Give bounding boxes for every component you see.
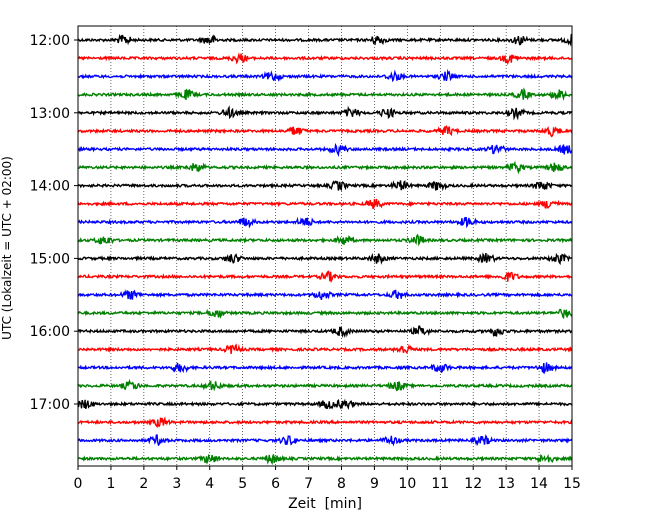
x-tick-label: 0 <box>74 476 83 492</box>
seismogram-trace <box>77 252 573 266</box>
grid-lines <box>110 26 540 466</box>
y-tick-label: 13:00 <box>30 106 70 122</box>
seismogram-trace <box>77 416 573 429</box>
seismogram-trace <box>77 216 573 229</box>
x-tick-label: 5 <box>238 476 247 492</box>
seismogram-trace <box>77 125 573 138</box>
x-tick-label: 10 <box>398 476 416 492</box>
x-axis-label: Zeit [min] <box>288 496 362 512</box>
y-tick-label: 12:00 <box>30 33 70 49</box>
x-tick-label: 15 <box>563 476 581 492</box>
y-tick-label: 14:00 <box>30 179 70 195</box>
x-tick-label: 9 <box>370 476 379 492</box>
seismogram-trace <box>77 398 573 410</box>
seismogram-trace <box>77 289 573 301</box>
seismogram-trace <box>77 233 573 247</box>
seismogram-trace <box>77 325 573 339</box>
x-tick-label: 8 <box>337 476 346 492</box>
y-tick-label: 17:00 <box>30 397 70 413</box>
x-tick-label: 6 <box>271 476 280 492</box>
seismogram-trace <box>77 362 573 375</box>
seismogram-trace <box>77 198 573 210</box>
seismogram-trace <box>77 105 573 121</box>
x-tick-label: 14 <box>530 476 548 492</box>
seismogram-trace <box>77 270 573 284</box>
x-tick-label: 1 <box>106 476 115 492</box>
x-tick-label: 4 <box>205 476 214 492</box>
y-axis-ticks: 12:00 13:00 14:00 15:00 16:00 17:00 <box>30 33 78 413</box>
seismogram-trace <box>77 68 573 83</box>
seismogram-trace <box>77 433 573 447</box>
x-axis-ticks: 0 1 2 3 4 5 6 7 8 9 10 11 12 13 14 15 <box>74 466 581 492</box>
y-tick-label: 15:00 <box>30 251 70 267</box>
seismogram-trace <box>77 308 573 320</box>
seismogram-traces <box>77 33 573 466</box>
plot-frame <box>77 25 573 467</box>
seismogram-trace <box>77 87 573 101</box>
x-tick-label: 7 <box>304 476 313 492</box>
seismogram-trace <box>77 160 573 175</box>
seismogram-trace <box>77 453 573 466</box>
seismogram-trace <box>77 180 573 192</box>
x-tick-label: 2 <box>139 476 148 492</box>
seismogram-trace <box>77 52 573 66</box>
seismogram-trace <box>77 142 573 158</box>
seismogram-trace <box>77 343 573 355</box>
x-tick-label: 11 <box>431 476 449 492</box>
y-axis-label: UTC (Lokalzeit = UTC + 02:00) <box>0 156 14 340</box>
x-tick-label: 12 <box>464 476 482 492</box>
x-tick-label: 3 <box>172 476 181 492</box>
seismogram-trace <box>77 378 573 392</box>
x-tick-label: 13 <box>497 476 515 492</box>
y-tick-label: 16:00 <box>30 324 70 340</box>
seismogram-trace <box>77 33 573 47</box>
